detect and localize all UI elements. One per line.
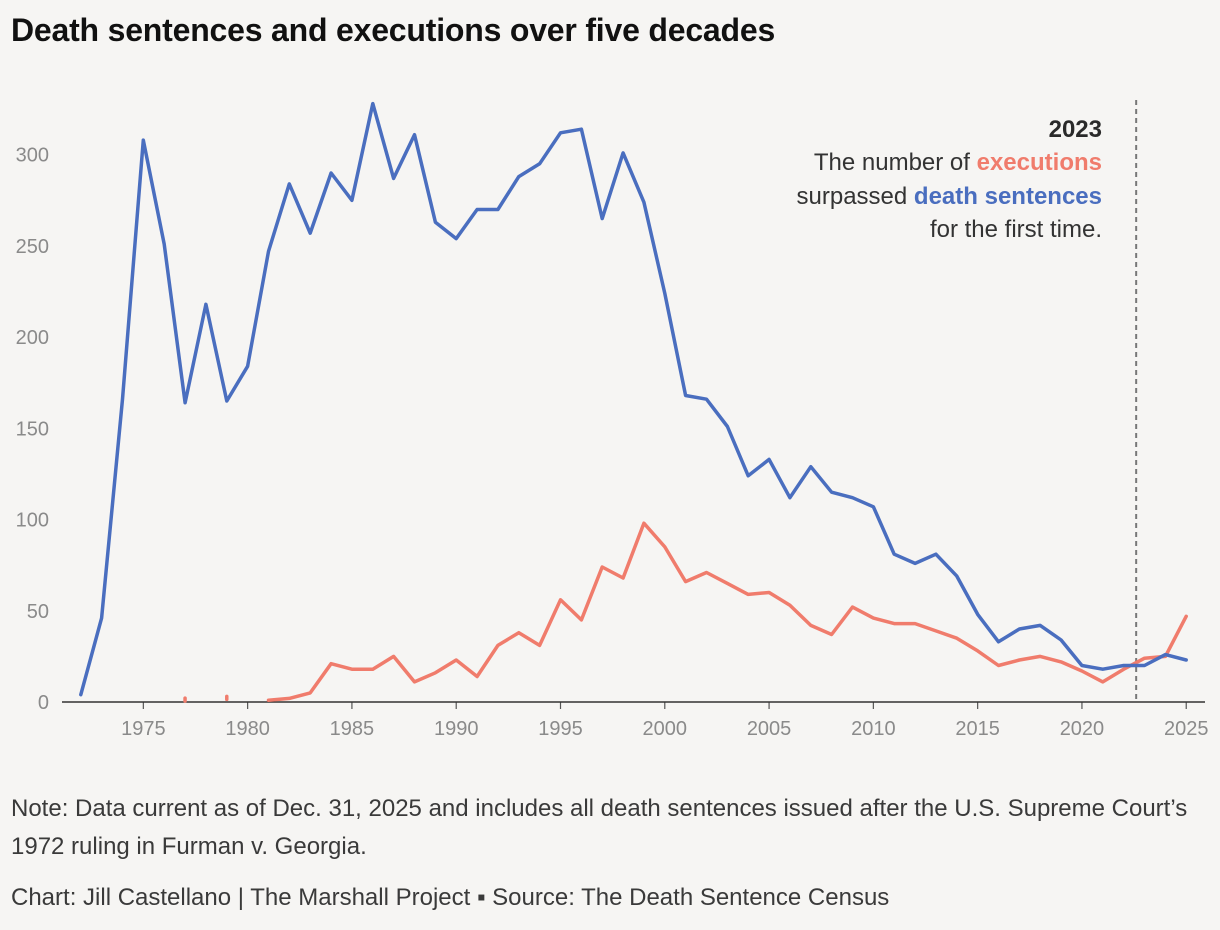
annotation-line-3: for the first time. bbox=[930, 216, 1102, 243]
x-tick-label: 2005 bbox=[747, 718, 792, 740]
annotation-line-1-prefix: The number of bbox=[814, 149, 977, 176]
y-tick-label: 150 bbox=[16, 418, 49, 440]
annotation-death-sentences-label: death sentences bbox=[914, 183, 1102, 210]
chart-title: Death sentences and executions over five… bbox=[11, 12, 776, 48]
y-tick-label: 50 bbox=[27, 601, 49, 623]
chart-credit: Chart: Jill Castellano | The Marshall Pr… bbox=[11, 884, 890, 911]
y-tick-label: 200 bbox=[16, 327, 49, 349]
x-tick-label: 1980 bbox=[225, 718, 270, 740]
x-tick-label: 1975 bbox=[121, 718, 166, 740]
annotation-line-1: The number of executions bbox=[814, 149, 1102, 176]
annotation-executions-label: executions bbox=[977, 149, 1102, 176]
line-chart: 0 50 100 150 200 250 300 1975 1980 1985 1990 1995 2… bbox=[16, 100, 1208, 740]
x-tick-label: 2000 bbox=[643, 718, 688, 740]
death-sentences-line bbox=[79, 101, 1188, 697]
x-tick-label: 1990 bbox=[434, 718, 479, 740]
chart-area: 0 50 100 150 200 250 300 1975 1980 1985 1990 1995 2… bbox=[0, 90, 1220, 750]
annotation-year: 2023 bbox=[1049, 116, 1102, 143]
y-axis-ticks: 0 50 100 150 200 250 300 bbox=[16, 145, 49, 714]
x-tick-label: 1985 bbox=[330, 718, 375, 740]
executions-line bbox=[266, 521, 1188, 702]
y-tick-label: 0 bbox=[38, 692, 49, 714]
annotation: 2023 The number of executions surpassed … bbox=[797, 116, 1102, 243]
chart-series bbox=[79, 101, 1188, 703]
x-axis-ticks: 1975 1980 1985 1990 1995 2000 2005 2010 2015 2020… bbox=[121, 702, 1208, 740]
chart-note: Note: Data current as of Dec. 31, 2025 a… bbox=[11, 795, 1188, 860]
x-tick-label: 1995 bbox=[538, 718, 583, 740]
annotation-line-2: surpassed death sentences bbox=[797, 183, 1102, 210]
x-tick-label: 2010 bbox=[851, 718, 896, 740]
x-tick-label: 2020 bbox=[1060, 718, 1105, 740]
y-tick-label: 250 bbox=[16, 236, 49, 258]
y-tick-label: 300 bbox=[16, 145, 49, 167]
y-tick-label: 100 bbox=[16, 510, 49, 532]
x-tick-label: 2025 bbox=[1164, 718, 1209, 740]
x-tick-label: 2015 bbox=[955, 718, 1000, 740]
annotation-line-2-prefix: surpassed bbox=[797, 183, 914, 210]
